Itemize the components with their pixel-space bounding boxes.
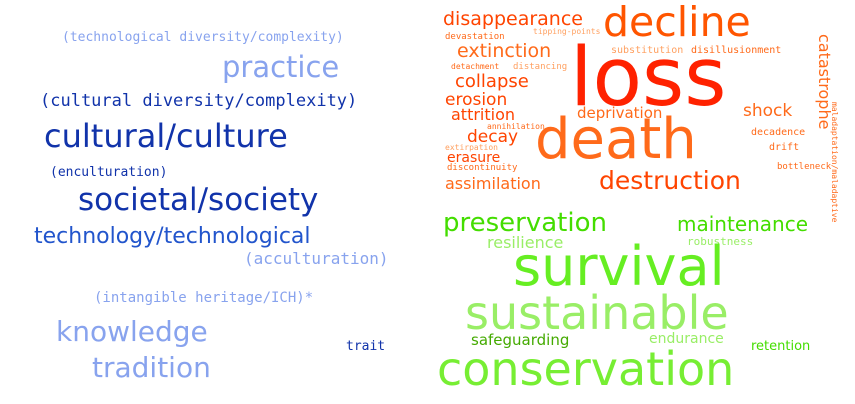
word-distancing: distancing [513,62,568,72]
word-resilience: resilience [487,233,564,252]
word-erosion: erosion [445,90,508,110]
word-preservation: preservation [443,208,607,238]
word-detachment: detachment [451,62,500,71]
word-decline: decline [603,0,751,46]
word-sustainable: sustainable [465,286,729,340]
word-erasure: erasure [447,150,501,166]
word-substitution: substitution [611,45,684,56]
word-survival: survival [513,235,725,298]
word-technology-technological: technology/technological [34,224,311,249]
word-decadence: decadence [751,127,806,138]
word-destruction: destruction [599,166,741,195]
word-conservation: conservation [437,342,735,396]
word-death: death [535,107,697,172]
word-knowledge: knowledge [56,315,208,348]
word-safeguarding: safeguarding [471,331,570,349]
word-cultural-diversity: (cultural diversity/complexity) [40,91,358,111]
word-technological-diversity: (technological diversity/complexity) [62,30,344,45]
word-intangible-heritage: (intangible heritage/ICH)* [94,290,314,306]
word-deprivation: deprivation [577,104,663,122]
word-disillusionment: disillusionment [691,45,782,56]
word-maladaptation: maladaptation/maladaptive [830,102,839,223]
word-enculturation: (enculturation) [50,165,168,180]
word-drift: drift [769,142,800,153]
word-retention: retention [751,339,811,354]
word-acculturation: (acculturation) [244,249,389,268]
loss-survival-word-cloud: disappearance decline devastation tippin… [425,0,855,404]
word-loss: loss [570,31,727,125]
word-catastrophe: catastrophe [815,34,834,130]
word-endurance: endurance [649,331,724,347]
word-trait: trait [346,339,386,354]
word-bottleneck: bottleneck [777,162,832,172]
word-robustness: robustness [687,235,754,248]
word-annihilation: annihilation [487,122,545,131]
word-cultural-culture: cultural/culture [44,117,288,155]
word-maintenance: maintenance [677,212,809,236]
word-disappearance: disappearance [443,8,583,30]
word-collapse: collapse [455,71,529,92]
word-tradition: tradition [92,351,211,384]
heritage-word-cloud: (technological diversity/complexity) pra… [0,0,420,404]
word-practice: practice [222,50,340,84]
word-decay: decay [467,127,519,147]
word-devastation: devastation [445,32,505,42]
word-extirpation: extirpation [445,143,498,152]
word-societal-society: societal/society [78,182,319,218]
word-shock: shock [743,101,793,121]
word-attrition: attrition [451,105,516,124]
word-discontinuity: discontinuity [447,163,518,173]
word-tipping-points: tipping-points [533,27,601,36]
word-assimilation: assimilation [445,174,541,193]
word-extinction: extinction [457,40,552,62]
